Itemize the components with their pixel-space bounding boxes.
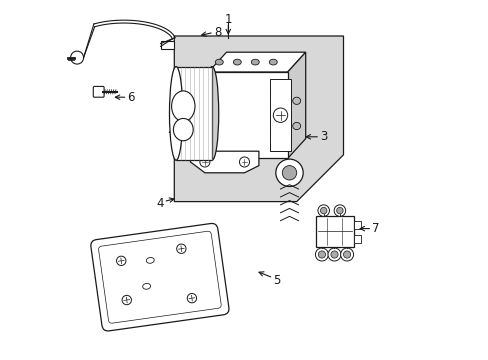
Ellipse shape: [173, 118, 193, 141]
Polygon shape: [174, 36, 343, 202]
Text: 8: 8: [213, 26, 221, 39]
Circle shape: [336, 207, 343, 214]
Ellipse shape: [269, 59, 277, 65]
Circle shape: [315, 248, 328, 261]
Polygon shape: [287, 52, 305, 158]
Circle shape: [187, 293, 196, 303]
Circle shape: [327, 248, 340, 261]
Circle shape: [330, 251, 337, 258]
Circle shape: [318, 251, 325, 258]
Text: 1: 1: [224, 13, 232, 26]
Ellipse shape: [270, 129, 279, 138]
FancyBboxPatch shape: [91, 224, 228, 331]
Ellipse shape: [215, 59, 223, 65]
Ellipse shape: [146, 257, 154, 263]
FancyBboxPatch shape: [99, 231, 221, 323]
Circle shape: [70, 51, 83, 64]
Ellipse shape: [270, 89, 279, 98]
Circle shape: [273, 108, 287, 122]
Circle shape: [282, 166, 296, 180]
Ellipse shape: [169, 67, 183, 160]
Circle shape: [275, 159, 303, 186]
Ellipse shape: [171, 91, 195, 122]
Text: 2: 2: [166, 123, 174, 136]
Bar: [176, 67, 212, 160]
Ellipse shape: [251, 59, 259, 65]
Ellipse shape: [142, 283, 150, 289]
Bar: [208, 72, 287, 158]
Text: 7: 7: [371, 222, 379, 235]
Polygon shape: [190, 151, 258, 173]
Ellipse shape: [292, 122, 300, 130]
Text: 4: 4: [156, 197, 163, 210]
Circle shape: [317, 205, 329, 216]
Circle shape: [176, 244, 185, 253]
Ellipse shape: [233, 59, 241, 65]
Circle shape: [343, 251, 350, 258]
Circle shape: [200, 157, 209, 167]
Ellipse shape: [292, 97, 300, 104]
Text: 5: 5: [273, 274, 280, 287]
Text: 6: 6: [127, 91, 135, 104]
Bar: [316, 216, 354, 247]
Circle shape: [116, 256, 126, 266]
Text: 3: 3: [319, 130, 327, 143]
Polygon shape: [269, 79, 291, 151]
Polygon shape: [208, 52, 305, 72]
Bar: [354, 235, 360, 243]
Circle shape: [333, 205, 345, 216]
Circle shape: [340, 248, 353, 261]
Bar: [160, 41, 173, 49]
Bar: [354, 221, 360, 229]
Circle shape: [320, 207, 326, 214]
Ellipse shape: [205, 67, 218, 160]
FancyBboxPatch shape: [93, 86, 104, 97]
Circle shape: [122, 295, 131, 305]
Circle shape: [239, 157, 249, 167]
Ellipse shape: [270, 107, 279, 116]
